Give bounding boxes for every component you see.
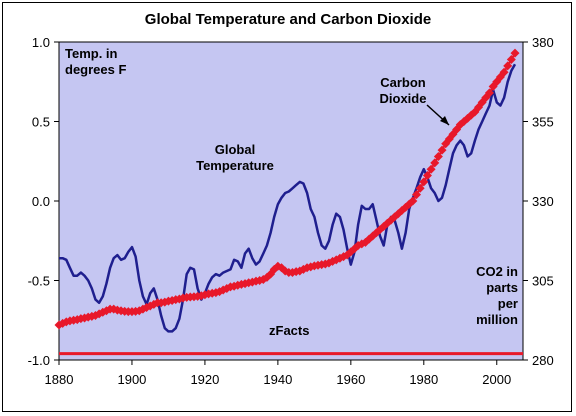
chart-frame: Global Temperature and Carbon Dioxide 18… — [2, 2, 572, 412]
co2-point — [499, 67, 509, 77]
co2-point — [58, 318, 68, 328]
series-layer — [54, 48, 523, 356]
plot-area — [58, 41, 524, 361]
co2-point — [408, 196, 418, 206]
x-tick-label: 2000 — [482, 372, 511, 387]
y-left-tick-label: -0.5 — [28, 274, 50, 289]
co2-point — [328, 256, 338, 266]
y-right-tick-label: 330 — [532, 194, 554, 209]
co2-point — [503, 61, 513, 71]
co2-point — [437, 145, 447, 155]
global-temperature-label-line2: Temperature — [196, 158, 274, 173]
co2-point — [430, 158, 440, 168]
y-right-tick-label: 355 — [532, 115, 554, 130]
co2-units-label-line3: per — [498, 296, 518, 311]
y-left-tick-label: 0.5 — [32, 115, 50, 130]
co2-units-label-line4: million — [476, 312, 518, 327]
co2-point — [433, 151, 443, 161]
co2-point — [510, 48, 520, 58]
carbon-dioxide-pointer-arrowhead — [440, 116, 449, 125]
x-tick-label: 1900 — [117, 372, 146, 387]
y-left-tick-label: 1.0 — [32, 35, 50, 50]
co2-point — [422, 171, 432, 181]
temp-units-label-line1: Temp. in — [65, 46, 118, 61]
co2-point — [412, 190, 422, 200]
chart-title: Global Temperature and Carbon Dioxide — [145, 11, 431, 28]
axes: 1880 1900 1920 1940 1960 1980 2000 -1.0 -0.5 0.0 0… — [28, 35, 554, 387]
carbon-dioxide-label-line2: Dioxide — [380, 91, 427, 106]
co2-point — [415, 183, 425, 193]
co2-point — [419, 177, 429, 187]
co2-units-label-line2: parts — [486, 280, 518, 295]
x-tick-label: 1980 — [409, 372, 438, 387]
annotations: Temp. in degrees F Global Temperature Carb… — [65, 46, 518, 338]
temperature-series-line — [59, 63, 517, 333]
source-label: zFacts — [269, 323, 309, 338]
x-tick-label: 1940 — [263, 372, 292, 387]
y-left-tick-label: 0.0 — [32, 194, 50, 209]
x-tick-label: 1920 — [190, 372, 219, 387]
chart: Global Temperature and Carbon Dioxide 18… — [28, 11, 554, 387]
y-left-tick-label: -1.0 — [28, 353, 50, 368]
co2-units-label-line1: CO2 in — [476, 264, 518, 279]
x-tick-label: 1880 — [45, 372, 74, 387]
y-right-tick-label: 380 — [532, 35, 554, 50]
co2-point — [426, 164, 436, 174]
co2-point — [506, 54, 516, 64]
y-right-tick-label: 305 — [532, 274, 554, 289]
x-tick-label: 1960 — [336, 372, 365, 387]
y-right-tick-label: 280 — [532, 353, 554, 368]
carbon-dioxide-label-line1: Carbon — [380, 75, 426, 90]
co2-point — [484, 88, 494, 98]
temp-units-label-line2: degrees F — [65, 62, 126, 77]
global-temperature-label-line1: Global — [215, 142, 255, 157]
